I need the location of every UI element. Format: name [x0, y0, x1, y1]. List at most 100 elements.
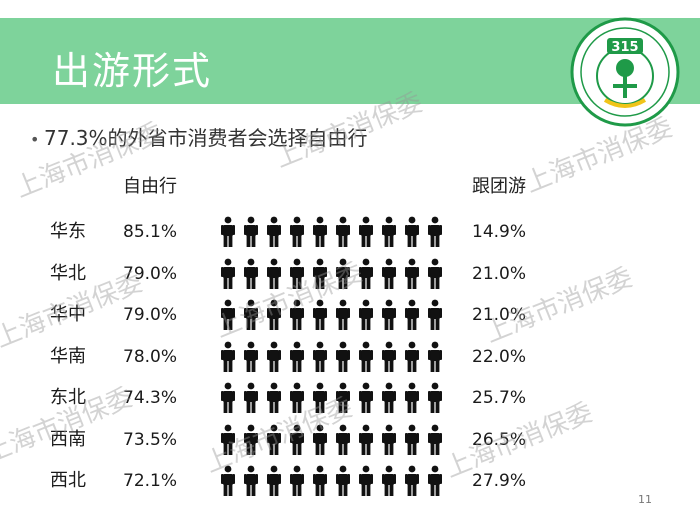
person-icon — [358, 216, 374, 248]
person-icon — [243, 465, 259, 497]
group-tour-percent: 21.0% — [472, 263, 527, 284]
person-icon — [427, 258, 443, 290]
person-icon — [404, 341, 420, 373]
person-icon — [289, 216, 305, 248]
person-icon — [220, 465, 236, 497]
slide-title: 出游形式 — [52, 49, 213, 93]
person-icon — [312, 465, 328, 497]
person-icon — [289, 465, 305, 497]
consumer-council-logo: 315 — [570, 17, 680, 127]
person-icon — [312, 341, 328, 373]
region-label: 华北 — [50, 262, 86, 284]
logo-number: 315 — [611, 40, 638, 55]
person-icon — [243, 299, 259, 331]
person-icon — [335, 382, 351, 414]
region-label: 东北 — [50, 387, 86, 408]
person-icon — [381, 465, 397, 497]
group-tour-percent: 27.9% — [472, 471, 527, 491]
person-icon — [220, 299, 236, 331]
person-icon — [243, 424, 259, 456]
person-icon — [381, 382, 397, 414]
person-icon — [358, 382, 374, 414]
person-icon — [312, 299, 328, 331]
table-row: 东北 74.3% 25.7% — [0, 382, 700, 414]
table-row: 华东 85.1% 14.9% — [0, 216, 700, 248]
person-icon — [427, 465, 443, 497]
table-row: 西北 72.1% 27.9% — [0, 465, 700, 497]
person-icon — [335, 258, 351, 290]
person-icon — [381, 258, 397, 290]
region-label: 华东 — [50, 221, 86, 242]
person-icon — [358, 341, 374, 373]
person-icon — [427, 341, 443, 373]
person-icon — [312, 216, 328, 248]
person-icon — [335, 424, 351, 456]
person-icon — [335, 216, 351, 248]
person-icon — [404, 424, 420, 456]
person-icon — [220, 382, 236, 414]
person-icon — [335, 341, 351, 373]
person-icon — [266, 424, 282, 456]
self-guided-percent: 73.5% — [123, 429, 178, 450]
region-label: 华中 — [50, 304, 86, 325]
person-icon — [358, 465, 374, 497]
person-icon — [427, 424, 443, 456]
self-guided-percent: 78.0% — [123, 346, 178, 367]
person-icon — [335, 465, 351, 497]
person-icon — [358, 299, 374, 331]
person-icon — [243, 216, 259, 248]
person-icon — [220, 258, 236, 290]
person-icon — [266, 258, 282, 290]
table-row: 华南 78.0% 22.0% — [0, 341, 700, 373]
person-icon — [358, 424, 374, 456]
person-icon — [266, 299, 282, 331]
person-icon — [289, 299, 305, 331]
table-row: 华中 79.0% 21.0% — [0, 299, 700, 331]
person-icon — [312, 258, 328, 290]
group-tour-percent: 22.0% — [472, 346, 527, 367]
group-tour-percent: 21.0% — [472, 305, 527, 325]
column-header-group-tour: 跟团游 — [472, 176, 526, 197]
group-tour-percent: 14.9% — [472, 222, 527, 242]
person-icon — [266, 341, 282, 373]
person-icon — [404, 299, 420, 331]
self-guided-percent: 85.1% — [123, 222, 178, 242]
self-guided-percent: 72.1% — [123, 471, 178, 491]
page-number: 11 — [638, 493, 652, 506]
table-row: 华北 79.0% 21.0% — [0, 258, 700, 290]
bullet-point: • 77.3%的外省市消费者会选择自由行 — [30, 122, 368, 151]
self-guided-percent: 74.3% — [123, 388, 178, 408]
bullet-dot: • — [30, 130, 40, 149]
person-icon — [289, 382, 305, 414]
person-icon — [427, 299, 443, 331]
self-guided-percent: 79.0% — [123, 263, 178, 284]
person-icon — [289, 424, 305, 456]
person-icon — [266, 216, 282, 248]
person-icon — [289, 258, 305, 290]
person-icon — [289, 341, 305, 373]
person-icon — [404, 258, 420, 290]
person-icon — [404, 216, 420, 248]
region-label: 西北 — [50, 470, 86, 491]
person-icon — [243, 382, 259, 414]
person-icon — [243, 341, 259, 373]
person-icon — [266, 465, 282, 497]
group-tour-percent: 26.5% — [472, 429, 527, 450]
person-icon — [358, 258, 374, 290]
person-icon — [266, 382, 282, 414]
person-icon — [220, 424, 236, 456]
person-icon — [404, 465, 420, 497]
person-icon — [220, 216, 236, 248]
person-icon — [427, 216, 443, 248]
self-guided-percent: 79.0% — [123, 305, 178, 325]
person-icon — [381, 341, 397, 373]
person-icon — [381, 299, 397, 331]
person-icon — [220, 341, 236, 373]
person-icon — [312, 424, 328, 456]
person-icon — [312, 382, 328, 414]
table-row: 西南 73.5% 26.5% — [0, 424, 700, 456]
group-tour-percent: 25.7% — [472, 388, 527, 408]
person-icon — [404, 382, 420, 414]
person-icon — [381, 216, 397, 248]
